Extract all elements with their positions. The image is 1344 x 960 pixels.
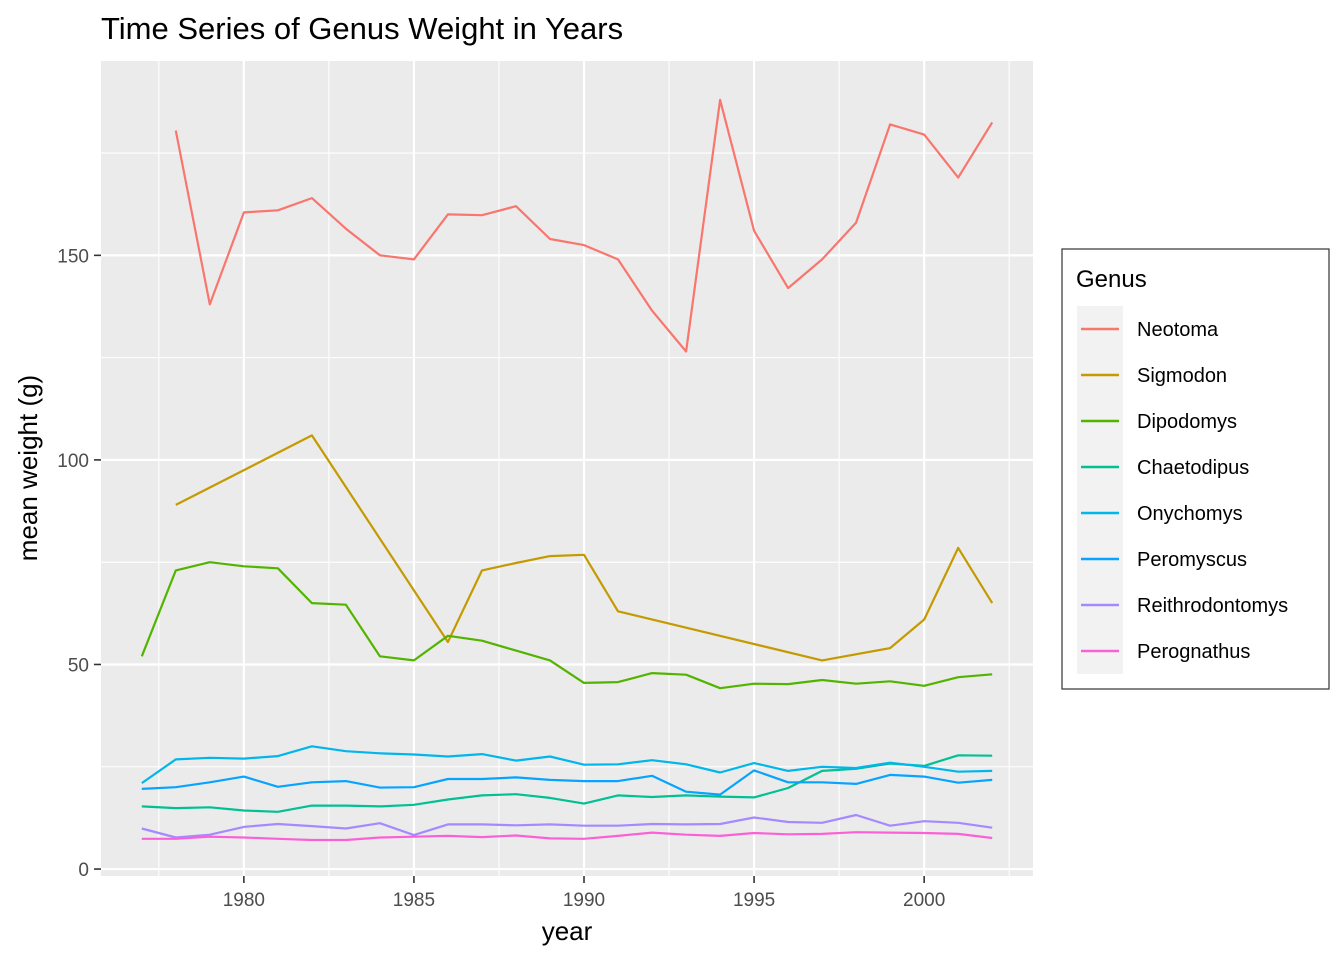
- y-tick-label: 150: [57, 246, 89, 267]
- x-axis: 1980 1985 1990 1995 2000: [223, 876, 945, 911]
- x-tick-label: 1995: [733, 890, 775, 911]
- series-line-chaetodipus: [141, 754, 993, 813]
- minor-gridlines: [101, 61, 1033, 876]
- x-tick-label: 1985: [393, 890, 435, 911]
- y-tick-label: 50: [68, 655, 89, 676]
- legend-label: Perognathus: [1137, 641, 1250, 663]
- x-tick-label: 1980: [223, 890, 265, 911]
- series-line-reithrodontomys: [141, 813, 993, 839]
- series-line-neotoma: [174, 98, 994, 353]
- y-axis-title: mean weight (g): [13, 375, 43, 561]
- series-lines: [140, 98, 994, 842]
- y-axis: 0 50 100 150: [57, 246, 101, 881]
- legend-label: Peromyscus: [1137, 549, 1247, 571]
- legend: Genus Neotoma Sigmodon Dipodomys Chaetodipu…: [1061, 248, 1330, 690]
- legend-key-background: [1077, 306, 1123, 674]
- y-tick-label: 0: [78, 860, 89, 881]
- legend-label: Sigmodon: [1137, 365, 1227, 387]
- x-axis-title: year: [542, 916, 593, 946]
- y-tick-label: 100: [57, 451, 89, 472]
- plot-panel: [101, 61, 1033, 876]
- series-line-peromyscus: [141, 769, 993, 796]
- legend-label: Onychomys: [1137, 503, 1243, 525]
- series-line-dipodomys: [140, 561, 993, 690]
- series-line-perognathus: [141, 831, 993, 842]
- legend-label: Reithrodontomys: [1137, 595, 1288, 617]
- legend-title: Genus: [1076, 266, 1147, 293]
- legend-label: Dipodomys: [1137, 411, 1237, 433]
- legend-label: Chaetodipus: [1137, 457, 1249, 479]
- legend-items: Neotoma Sigmodon Dipodomys Chaetodipus Onych…: [1077, 306, 1288, 674]
- series-line-onychomys: [141, 745, 993, 785]
- x-tick-label: 2000: [903, 890, 945, 911]
- legend-label: Neotoma: [1137, 319, 1219, 341]
- series-line-sigmodon: [175, 434, 994, 662]
- major-gridlines: [101, 61, 1033, 876]
- chart-title: Time Series of Genus Weight in Years: [101, 11, 623, 46]
- x-tick-label: 1990: [563, 890, 605, 911]
